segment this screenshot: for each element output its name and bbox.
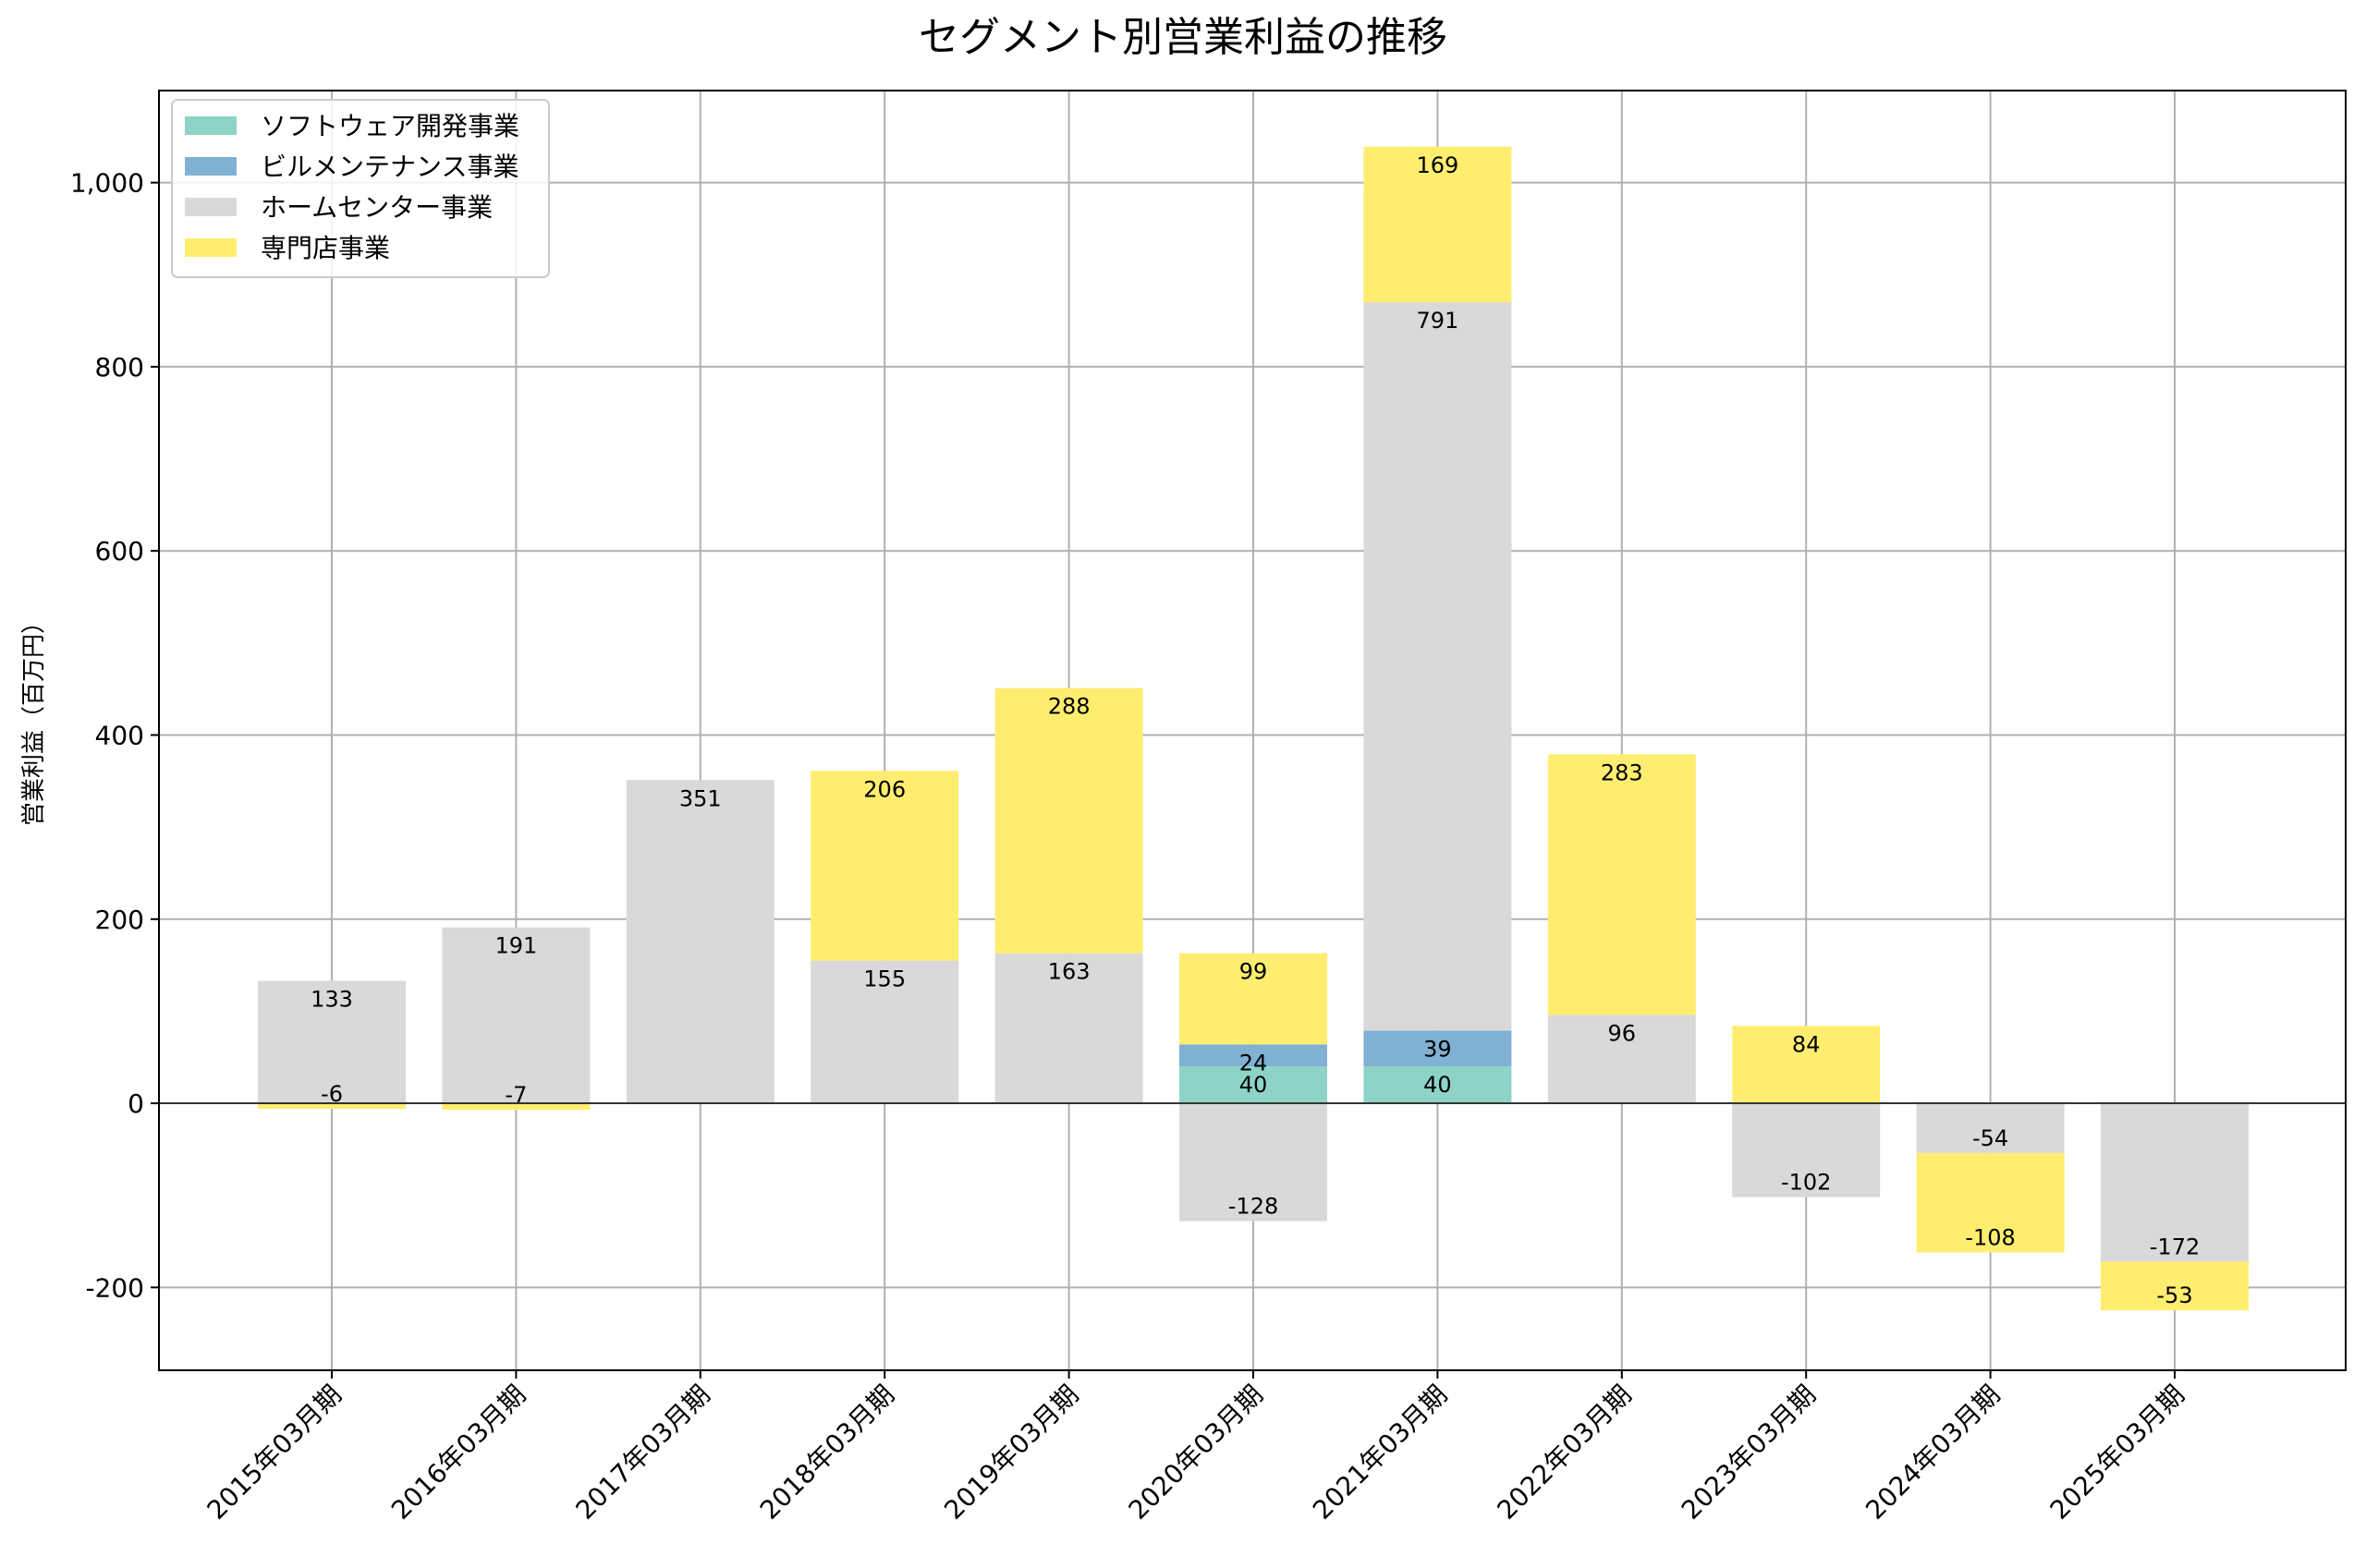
legend-label: ソフトウェア開発事業: [261, 111, 519, 141]
bars: [258, 146, 2249, 1311]
data-label: 40: [1239, 1072, 1268, 1098]
data-label: -108: [1965, 1224, 2015, 1250]
y-tick-label: 800: [95, 352, 144, 383]
x-tick-label: 2025年03月期: [2044, 1380, 2190, 1525]
bar-segment: [1179, 1066, 1327, 1104]
data-label: 351: [679, 785, 722, 811]
bar-segment: [1732, 1103, 1881, 1197]
bar-segment: [442, 1103, 591, 1111]
bar-segment: [1179, 1103, 1327, 1222]
bar-segment: [442, 927, 591, 1104]
data-label: 191: [494, 933, 537, 959]
data-label: -53: [2156, 1282, 2192, 1308]
data-label: 99: [1239, 959, 1268, 985]
x-tick-label: 2022年03月期: [1491, 1380, 1637, 1525]
bar-segment: [1363, 302, 1512, 1031]
x-tick-label: 2019年03月期: [938, 1380, 1084, 1525]
legend-label: ビルメンテナンス事業: [261, 152, 518, 182]
legend-box: [171, 99, 550, 278]
bar-segment: [1916, 1103, 2065, 1153]
bar-segment: [1363, 1030, 1512, 1067]
y-tick-label: 600: [95, 536, 144, 566]
x-tick-label: 2015年03月期: [201, 1380, 348, 1525]
bar-segment: [1547, 754, 1696, 1015]
x-tick-label: 2018年03月期: [754, 1380, 900, 1525]
bar-segment: [994, 953, 1143, 1104]
legend-label: ホームセンター事業: [261, 192, 493, 223]
y-tick-label: 200: [95, 905, 144, 935]
legend-swatch: [185, 198, 237, 216]
x-tick-label: 2016年03月期: [385, 1380, 531, 1525]
data-label: -6: [321, 1081, 343, 1107]
y-tick-label: 0: [128, 1088, 144, 1119]
data-label: 39: [1423, 1036, 1452, 1062]
data-label: 791: [1416, 308, 1458, 334]
y-tick-label: -200: [85, 1272, 144, 1303]
bar-segment: [1916, 1152, 2065, 1253]
data-label: 40: [1423, 1072, 1452, 1098]
x-tick-label: 2021年03月期: [1307, 1380, 1453, 1525]
bar-segment: [258, 980, 406, 1104]
y-tick-label: 1,000: [70, 168, 144, 199]
x-tick-label: 2017年03月期: [569, 1380, 715, 1525]
y-axis-label: 営業利益（百万円）: [20, 610, 48, 826]
data-label: 206: [863, 776, 906, 802]
x-tick-label: 2023年03月期: [1676, 1380, 1822, 1525]
data-label: 288: [1048, 694, 1091, 720]
bar-segment: [811, 960, 959, 1104]
legend-swatch: [185, 238, 237, 257]
bar-segment: [1179, 1044, 1327, 1067]
data-label: -7: [505, 1082, 527, 1108]
bar-segment: [1547, 1015, 1696, 1104]
data-label: 84: [1792, 1031, 1821, 1057]
data-label: 155: [863, 966, 906, 992]
bar-segment: [2101, 1261, 2249, 1311]
data-label: -128: [1228, 1194, 1278, 1220]
data-label: 133: [311, 987, 353, 1013]
bar-segment: [1732, 1026, 1881, 1104]
legend-swatch: [185, 157, 237, 176]
bar-segment: [994, 687, 1143, 954]
chart-title: セグメント別営業利益の推移: [919, 14, 1447, 61]
data-label: 96: [1608, 1020, 1637, 1046]
bar-segment: [626, 780, 774, 1104]
bar-segment: [1179, 953, 1327, 1045]
data-label: -172: [2150, 1234, 2200, 1259]
bar-segment: [1363, 1066, 1512, 1104]
y-tick-label: 400: [95, 720, 144, 750]
bar-segment: [811, 771, 959, 961]
data-label: -54: [1972, 1125, 2008, 1151]
x-tick-label: 2024年03月期: [1860, 1380, 2006, 1525]
legend-label: 専門店事業: [261, 233, 390, 263]
axes: -200 0 200 400 600 800 1,000 2015年03月期 2016年03月期…: [70, 90, 2347, 1525]
legend-swatch: [185, 116, 237, 135]
data-label: 283: [1601, 760, 1643, 785]
bar-segment: [1363, 146, 1512, 303]
x-tick-label: 2020年03月期: [1123, 1380, 1269, 1525]
bar-segment: [2101, 1103, 2249, 1262]
data-labels: 133-6191-73511552061632884024-1289940397…: [311, 152, 2200, 1308]
bar-segment: [258, 1103, 406, 1110]
data-label: 24: [1239, 1050, 1268, 1076]
data-label: 163: [1048, 959, 1091, 985]
data-label: 169: [1416, 152, 1458, 178]
data-label: -102: [1781, 1170, 1831, 1196]
